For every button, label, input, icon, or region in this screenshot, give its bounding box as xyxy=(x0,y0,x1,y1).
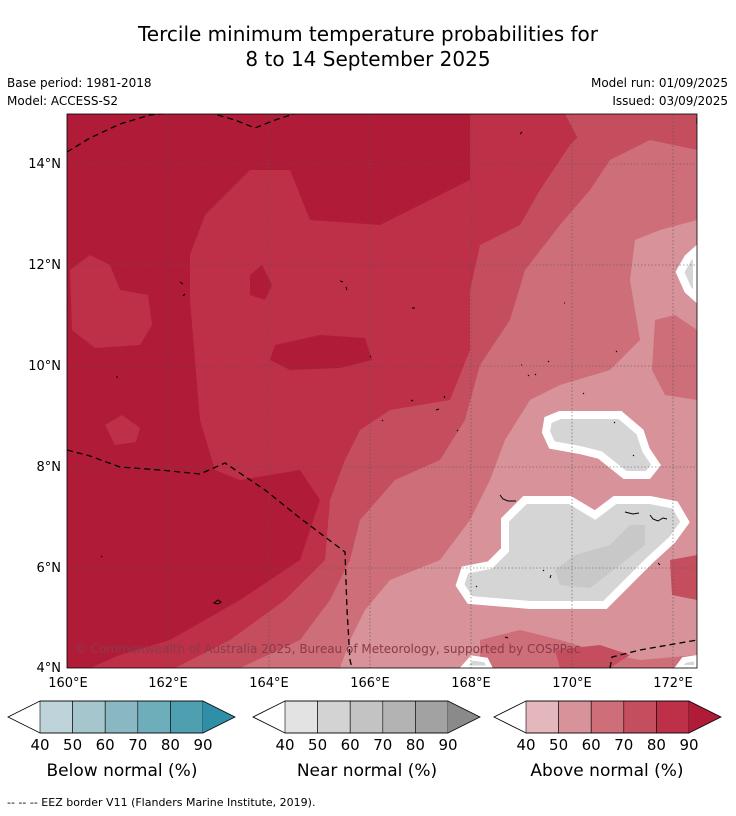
colorbar-segment xyxy=(623,700,657,734)
colorbar-extend-high xyxy=(448,701,480,733)
colorbar-title-near: Near normal (%) xyxy=(296,761,438,781)
colorbar-outline xyxy=(7,700,236,734)
near-normal-east xyxy=(675,244,697,304)
issued-date: Issued: 03/09/2025 xyxy=(612,94,728,108)
colorbar-near-normal: 40 50 60 70 80 90 xyxy=(252,700,481,754)
probability-map: © Commonwealth of Australia 2025, Bureau… xyxy=(67,114,697,668)
colorbar-title-above: Above normal (%) xyxy=(530,761,684,781)
colorbar-segment xyxy=(284,700,318,734)
meta-right: Model run: 01/09/2025 Issued: 03/09/2025 xyxy=(591,74,728,110)
colorbar-title-below: Below normal (%) xyxy=(46,761,198,781)
blob-above-90 xyxy=(250,265,272,300)
colorbar-tick-label: 80 xyxy=(161,736,180,754)
lon-label: 160°E xyxy=(48,676,88,691)
lon-label: 164°E xyxy=(249,676,289,691)
colorbar-tick-label: 40 xyxy=(275,736,294,754)
colorbar-extend-low xyxy=(494,701,526,733)
colorbar-tick-label: 60 xyxy=(341,736,360,754)
blob-above-80-small xyxy=(105,415,140,445)
map-frame xyxy=(66,113,698,669)
colorbar-tick-label: 50 xyxy=(63,736,82,754)
colorbar-extend-high xyxy=(203,701,235,733)
near-normal-southeast xyxy=(674,654,697,668)
meta-left: Base period: 1981-2018 Model: ACCESS-S2 xyxy=(7,74,152,110)
colorbar-extend-low xyxy=(8,701,40,733)
colorbar-tick-label: 80 xyxy=(647,736,666,754)
lat-label: 6°N xyxy=(37,561,62,576)
colorbar-segment xyxy=(558,700,592,734)
colorbar-extend-high xyxy=(689,701,721,733)
blob-above-80-west xyxy=(70,255,152,348)
near-normal-north xyxy=(541,411,661,479)
model-name: Model: ACCESS-S2 xyxy=(7,94,119,108)
colorbar-tick-label: 60 xyxy=(96,736,115,754)
lon-label: 166°E xyxy=(350,676,390,691)
colorbar-tick-label: 80 xyxy=(406,736,425,754)
lat-label: 10°N xyxy=(28,359,61,374)
colorbar-segment xyxy=(317,700,351,734)
base-period: Base period: 1981-2018 xyxy=(7,76,152,90)
colorbar-outline xyxy=(252,700,481,734)
colorbar-segment xyxy=(137,700,171,734)
blob-above-60-east xyxy=(652,315,697,400)
colorbar-segment xyxy=(382,700,416,734)
colorbar-tick-label: 90 xyxy=(679,736,698,754)
lon-label: 162°E xyxy=(148,676,188,691)
colorbar-segment xyxy=(525,700,559,734)
colorbar-above-normal: 40 50 60 70 80 90 xyxy=(493,700,722,754)
lon-labels: 160°E 162°E 164°E 166°E 168°E 170°E 172°… xyxy=(48,676,693,691)
map-grid xyxy=(67,114,697,668)
colorbar-below-normal: 40 50 60 70 80 90 xyxy=(7,700,236,754)
colorbar-segment xyxy=(170,700,204,734)
lat-label: 12°N xyxy=(28,258,61,273)
colorbar-tick-label: 40 xyxy=(516,736,535,754)
blob-above-70-southeast xyxy=(670,555,697,600)
colorbar-tick-label: 70 xyxy=(614,736,633,754)
colorbar-segment xyxy=(39,700,73,734)
eez-borders xyxy=(67,114,697,668)
title-line-2: 8 to 14 September 2025 xyxy=(245,47,491,71)
lon-label: 172°E xyxy=(653,676,693,691)
colorbar-segment xyxy=(656,700,690,734)
lon-label: 168°E xyxy=(451,676,491,691)
near-normal-south xyxy=(459,655,493,668)
colorbar-segment xyxy=(415,700,449,734)
colorbar-segment xyxy=(590,700,625,734)
colorbar-tick-label: 40 xyxy=(30,736,49,754)
colorbar-tick-label: 70 xyxy=(128,736,147,754)
colorbar-tick-label: 60 xyxy=(582,736,601,754)
colorbar-segment xyxy=(349,700,384,734)
eez-legend-note: -- -- -- EEZ border V11 (Flanders Marine… xyxy=(7,796,316,809)
colorbar-extend-low xyxy=(253,701,285,733)
lat-label: 4°N xyxy=(37,661,62,676)
lat-label: 14°N xyxy=(28,157,61,172)
near-normal-50-patch xyxy=(555,525,645,588)
blob-above-90 xyxy=(270,335,372,370)
copyright-text: © Commonwealth of Australia 2025, Bureau… xyxy=(75,642,580,656)
islands xyxy=(100,131,668,639)
colorbar-segment xyxy=(104,700,139,734)
lon-label: 170°E xyxy=(552,676,592,691)
title-line-1: Tercile minimum temperature probabilitie… xyxy=(137,22,599,46)
colorbar-tick-label: 50 xyxy=(308,736,327,754)
colorbar-outline xyxy=(493,700,722,734)
colorbar-tick-label: 50 xyxy=(549,736,568,754)
lat-label: 8°N xyxy=(37,460,62,475)
colorbar-tick-label: 90 xyxy=(193,736,212,754)
colorbar-tick-label: 90 xyxy=(438,736,457,754)
colorbar-segment xyxy=(72,700,106,734)
model-run: Model run: 01/09/2025 xyxy=(590,76,728,90)
colorbar-tick-label: 70 xyxy=(373,736,392,754)
lat-labels: 14°N 12°N 10°N 8°N 6°N 4°N xyxy=(28,157,61,676)
chart-title: Tercile minimum temperature probabilitie… xyxy=(0,22,736,72)
